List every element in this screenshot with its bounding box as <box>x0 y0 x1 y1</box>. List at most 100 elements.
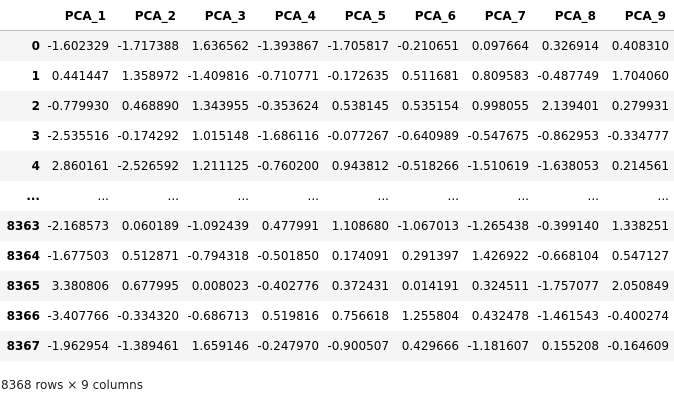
table-cell: -1.962954 <box>47 339 109 353</box>
table-cell: -0.710771 <box>257 69 319 83</box>
table-cell: -1.757077 <box>537 279 599 293</box>
table-cell: -0.487749 <box>537 69 599 83</box>
table-cell: 0.432478 <box>471 309 529 323</box>
row-index: 8367 <box>6 339 40 353</box>
table-cell: -0.900507 <box>327 339 389 353</box>
table-cell: 1.108680 <box>331 219 389 233</box>
table-cell: -1.265438 <box>467 219 529 233</box>
table-header: PCA_1 PCA_2 PCA_3 PCA_4 PCA_5 PCA_6 PCA_7 PCA_8… <box>0 2 674 31</box>
column-header: PCA_5 <box>324 2 394 31</box>
table-cell: 0.014191 <box>401 279 459 293</box>
table-cell: 2.139401 <box>541 99 599 113</box>
table-cell: -0.174292 <box>117 129 179 143</box>
table-cell: 1.636562 <box>191 39 249 53</box>
table-cell: ... <box>167 189 179 203</box>
table-cell: 0.174091 <box>331 249 389 263</box>
table-cell: -0.077267 <box>327 129 389 143</box>
table-cell: ... <box>237 189 249 203</box>
row-index: 1 <box>31 69 40 83</box>
table-cell: -1.389461 <box>117 339 179 353</box>
table-cell: -1.181607 <box>467 339 529 353</box>
row-index: 4 <box>31 159 40 173</box>
table-cell: ... <box>517 189 529 203</box>
table-row: 3 -2.535516 -0.174292 1.015148 -1.686116 -0.0… <box>0 121 674 151</box>
table-cell: 2.860161 <box>51 159 109 173</box>
table-cell: 0.535154 <box>401 99 459 113</box>
table-row: 8364 -1.677503 0.512871 -0.794318 -0.501850 0… <box>0 241 674 271</box>
table-cell: -0.164609 <box>607 339 669 353</box>
table-cell: -0.247970 <box>257 339 319 353</box>
table-cell: -0.172635 <box>327 69 389 83</box>
table-cell: -1.393867 <box>257 39 319 53</box>
table-cell: -1.461543 <box>537 309 599 323</box>
column-header: PCA_2 <box>114 2 184 31</box>
table-cell: -0.334320 <box>117 309 179 323</box>
table-cell: 1.343955 <box>191 99 249 113</box>
table-cell: 0.468890 <box>121 99 179 113</box>
table-cell: -2.168573 <box>47 219 109 233</box>
table-cell: ... <box>587 189 599 203</box>
row-index: 8366 <box>6 309 40 323</box>
table-cell: -0.353624 <box>257 99 319 113</box>
table-cell: -0.668104 <box>537 249 599 263</box>
table-cell: -2.526592 <box>117 159 179 173</box>
table-row: 0 -1.602329 -1.717388 1.636562 -1.393867 -1.7… <box>0 30 674 61</box>
table-cell: 2.050849 <box>611 279 669 293</box>
column-header: PCA_7 <box>464 2 534 31</box>
table-cell: -0.399140 <box>537 219 599 233</box>
header-row: PCA_1 PCA_2 PCA_3 PCA_4 PCA_5 PCA_6 PCA_7 PCA_8… <box>0 2 674 31</box>
column-header: PCA_3 <box>184 2 254 31</box>
table-cell: -2.535516 <box>47 129 109 143</box>
table-cell: -0.794318 <box>187 249 249 263</box>
table-cell: 0.429666 <box>401 339 459 353</box>
table-row: 4 2.860161 -2.526592 1.211125 -0.760200 0.943… <box>0 151 674 181</box>
table-cell: 0.324511 <box>471 279 529 293</box>
table-cell: 0.441447 <box>51 69 109 83</box>
row-index: 3 <box>31 129 40 143</box>
table-cell: -1.602329 <box>47 39 109 53</box>
row-index: 8363 <box>6 219 40 233</box>
table-cell: 0.512871 <box>121 249 179 263</box>
column-header: PCA_1 <box>44 2 114 31</box>
table-cell: -1.409816 <box>187 69 249 83</box>
table-cell: 0.408310 <box>611 39 669 53</box>
column-header: PCA_8 <box>534 2 604 31</box>
table-cell: 0.998055 <box>471 99 529 113</box>
table-cell: -0.779930 <box>47 99 109 113</box>
table-cell: 0.279931 <box>611 99 669 113</box>
table-row: 8365 3.380806 0.677995 0.008023 -0.402776 0.3… <box>0 271 674 301</box>
index-header <box>0 2 44 31</box>
table-cell: -0.518266 <box>397 159 459 173</box>
row-index: ... <box>26 189 40 203</box>
table-cell: -0.210651 <box>397 39 459 53</box>
table-cell: -0.862953 <box>537 129 599 143</box>
table-cell: 1.358972 <box>121 69 179 83</box>
table-cell: ... <box>377 189 389 203</box>
table-cell: -0.547675 <box>467 129 529 143</box>
table-cell: 1.255804 <box>401 309 459 323</box>
table-row: 8366 -3.407766 -0.334320 -0.686713 0.519816 0… <box>0 301 674 331</box>
column-header: PCA_9 <box>604 2 674 31</box>
table-cell: 0.677995 <box>121 279 179 293</box>
table-cell: -1.510619 <box>467 159 529 173</box>
table-cell: 1.211125 <box>191 159 249 173</box>
table-cell: 0.511681 <box>401 69 459 83</box>
row-index: 8364 <box>6 249 40 263</box>
table-cell: -1.677503 <box>47 249 109 263</box>
table-cell: -0.400274 <box>607 309 669 323</box>
table-cell: 0.214561 <box>611 159 669 173</box>
table-cell: -0.686713 <box>187 309 249 323</box>
table-cell: 0.943812 <box>331 159 389 173</box>
table-cell: 0.060189 <box>121 219 179 233</box>
table-row: 1 0.441447 1.358972 -1.409816 -0.710771 -0.17… <box>0 61 674 91</box>
table-row: 8367 -1.962954 -1.389461 1.659146 -0.247970-… <box>0 331 674 361</box>
dataframe-table: PCA_1 PCA_2 PCA_3 PCA_4 PCA_5 PCA_6 PCA_7 PCA_8… <box>0 2 674 361</box>
table-cell: 0.372431 <box>331 279 389 293</box>
dataframe-output: PCA_1 PCA_2 PCA_3 PCA_4 PCA_5 PCA_6 PCA_7 PCA_8… <box>0 2 674 361</box>
table-body: 0 -1.602329 -1.717388 1.636562 -1.393867 -1.7… <box>0 30 674 361</box>
table-cell: -0.402776 <box>257 279 319 293</box>
table-cell: -1.092439 <box>187 219 249 233</box>
table-cell: -1.717388 <box>117 39 179 53</box>
table-row: 8363 -2.168573 0.060189 -1.092439 0.477991 1.… <box>0 211 674 241</box>
shape-summary: 8368 rows × 9 columns <box>1 378 143 392</box>
